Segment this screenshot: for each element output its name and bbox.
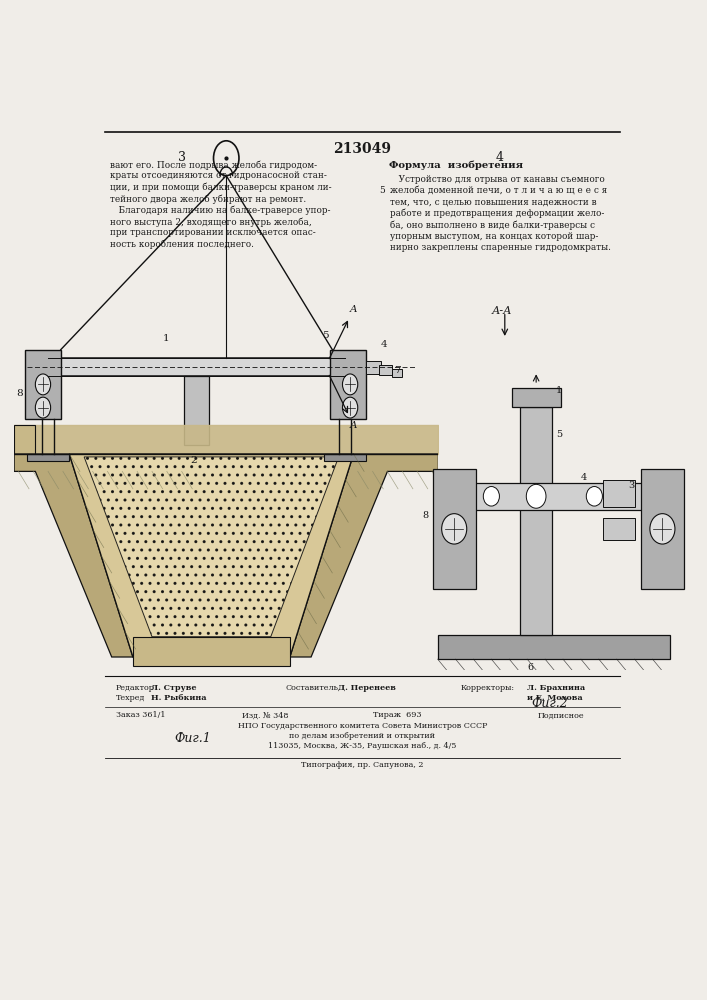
Bar [641, 469, 684, 589]
Text: Фиг.2: Фиг.2 [531, 697, 568, 710]
Text: нирно закреплены спаренные гидродомкраты.: нирно закреплены спаренные гидродомкраты… [390, 243, 611, 252]
Text: Составитель: Составитель [286, 684, 339, 692]
Bar [512, 388, 561, 407]
Text: Изд. № 348: Изд. № 348 [242, 711, 288, 719]
Text: A: A [350, 421, 358, 430]
Circle shape [342, 374, 358, 395]
Bar [27, 454, 69, 461]
Text: желоба доменной печи, о т л и ч а ю щ е е с я: желоба доменной печи, о т л и ч а ю щ е … [390, 186, 607, 195]
Text: ность коробления последнего.: ность коробления последнего. [110, 240, 255, 249]
Text: ного выступа 2, входящего внутрь желоба,: ного выступа 2, входящего внутрь желоба, [110, 217, 312, 227]
Bar [366, 361, 381, 374]
Text: вают его. После подрыва желоба гидродом-: вают его. После подрыва желоба гидродом- [110, 160, 317, 170]
Text: А-А: А-А [491, 306, 512, 316]
Polygon shape [84, 457, 339, 637]
Circle shape [586, 487, 602, 506]
Bar [25, 350, 61, 419]
Bar [133, 637, 290, 666]
Bar [379, 365, 392, 375]
Text: 5: 5 [379, 186, 385, 195]
Text: Тираж  693: Тираж 693 [373, 711, 422, 719]
Bar [48, 358, 345, 376]
Text: 1: 1 [163, 334, 169, 343]
Text: Подписное: Подписное [538, 711, 584, 719]
Polygon shape [69, 454, 354, 657]
Polygon shape [290, 454, 438, 657]
Circle shape [342, 397, 358, 418]
Text: по делам изобретений и открытий: по делам изобретений и открытий [289, 732, 436, 740]
Bar [438, 635, 670, 659]
Text: Благодаря наличию на балке-траверсе упор-: Благодаря наличию на балке-траверсе упор… [110, 206, 331, 215]
Circle shape [442, 514, 467, 544]
Bar [520, 407, 551, 635]
Text: 3: 3 [628, 481, 634, 490]
Text: Д. Перенеев: Д. Перенеев [338, 684, 395, 692]
Polygon shape [14, 425, 35, 454]
Text: 213049: 213049 [333, 142, 392, 156]
Bar [330, 350, 366, 419]
Text: 1: 1 [556, 386, 563, 395]
Circle shape [526, 484, 546, 508]
Text: Устройство для отрыва от канавы съемного: Устройство для отрыва от канавы съемного [390, 175, 604, 184]
Text: Техред: Техред [116, 694, 145, 702]
Bar [392, 369, 402, 377]
Text: 6: 6 [527, 663, 533, 672]
Text: тейного двора желоб убирают на ремонт.: тейного двора желоб убирают на ремонт. [110, 194, 307, 204]
Text: A: A [350, 305, 358, 314]
Bar [603, 518, 635, 540]
Text: работе и предотвращения деформации жело-: работе и предотвращения деформации жело- [390, 209, 604, 218]
Text: НПО Государственного комитета Совета Министров СССР: НПО Государственного комитета Совета Мин… [238, 722, 487, 730]
Text: ции, и при помощи балки-траверсы краном ли-: ции, и при помощи балки-траверсы краном … [110, 183, 332, 192]
Text: тем, что, с целью повышения надежности в: тем, что, с целью повышения надежности в [390, 197, 597, 206]
Text: упорным выступом, на концах которой шар-: упорным выступом, на концах которой шар- [390, 232, 598, 241]
Text: Типография, пр. Сапунова, 2: Типография, пр. Сапунова, 2 [301, 761, 423, 769]
Text: ба, оно выполнено в виде балки-траверсы с: ба, оно выполнено в виде балки-траверсы … [390, 220, 595, 230]
Text: при транспортировании исключается опас-: при транспортировании исключается опас- [110, 228, 316, 237]
Circle shape [484, 487, 499, 506]
Bar [184, 376, 209, 445]
Circle shape [35, 374, 51, 395]
Text: 4: 4 [381, 340, 387, 349]
Text: Л. Струве: Л. Струве [151, 684, 197, 692]
Text: 5: 5 [322, 331, 328, 340]
Text: Формула  изобретения: Формула изобретения [389, 160, 522, 170]
Circle shape [650, 514, 675, 544]
Text: 4: 4 [581, 473, 588, 482]
Text: 7: 7 [394, 366, 400, 375]
Text: 2: 2 [190, 456, 197, 465]
Text: 3: 3 [177, 151, 185, 164]
Bar [433, 469, 476, 589]
Text: Заказ 361/1: Заказ 361/1 [116, 711, 165, 719]
Bar [324, 454, 366, 461]
Text: 5: 5 [556, 430, 562, 439]
Text: 4: 4 [496, 151, 503, 164]
Text: 113035, Москва, Ж-35, Раушская наб., д. 4/5: 113035, Москва, Ж-35, Раушская наб., д. … [268, 742, 457, 750]
Polygon shape [14, 454, 133, 657]
Bar [603, 480, 635, 507]
Text: Корректоры:: Корректоры: [461, 684, 515, 692]
Text: краты отсоединяются от гидронасосной стан-: краты отсоединяются от гидронасосной ста… [110, 171, 327, 180]
Text: 8: 8 [16, 389, 23, 398]
Circle shape [35, 397, 51, 418]
Text: Н. Рыбкина: Н. Рыбкина [151, 694, 207, 702]
Text: Фиг.1: Фиг.1 [174, 732, 211, 745]
Text: 8: 8 [422, 511, 428, 520]
Text: Л. Брахнина: Л. Брахнина [527, 684, 585, 692]
Text: Редактор: Редактор [116, 684, 155, 692]
Bar [447, 483, 670, 510]
Text: и Е. Мохова: и Е. Мохова [527, 694, 583, 702]
